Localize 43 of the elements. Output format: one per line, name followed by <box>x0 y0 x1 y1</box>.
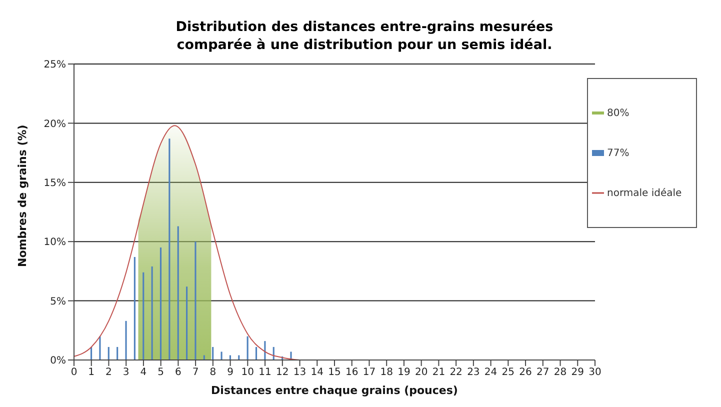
x-tick-label: 15 <box>328 367 341 378</box>
x-tick-label: 12 <box>276 367 289 378</box>
x-tick-label: 16 <box>346 367 358 378</box>
x-tick-label: 21 <box>432 367 446 378</box>
legend-label: 77% <box>607 148 630 158</box>
legend-label: normale idéale <box>607 188 682 198</box>
x-tick-label: 17 <box>362 367 376 378</box>
x-tick-label: 1 <box>88 367 95 378</box>
y-tick-label: 20% <box>44 118 66 130</box>
x-tick-label: 20 <box>414 367 428 378</box>
x-tick-label: 6 <box>175 367 182 378</box>
x-tick-label: 5 <box>158 367 164 378</box>
x-axis-title: Distances entre chaque grains (pouces) <box>211 384 458 397</box>
chart-title: Distribution des distances entre-grains mesurées comparée à une distribution pour un semis idéal. <box>174 18 554 55</box>
x-tick-label: 19 <box>398 367 410 378</box>
x-tick-label: 10 <box>241 367 254 378</box>
y-tick-label: 25% <box>44 60 66 71</box>
x-tick-label: 11 <box>258 367 272 378</box>
x-tick-label: 28 <box>554 367 567 378</box>
x-tick-label: 27 <box>536 367 550 378</box>
x-tick-label: 30 <box>588 367 602 378</box>
x-tick-label: 7 <box>192 367 199 378</box>
x-tick-label: 25 <box>502 367 515 378</box>
x-tick-label: 23 <box>467 367 480 378</box>
x-tick-label: 4 <box>140 367 147 378</box>
x-tick-label: 9 <box>227 367 234 378</box>
x-tick-label: 13 <box>293 367 306 378</box>
y-tick-label: 10% <box>44 237 66 248</box>
y-axis-title: Nombres de grains (%) <box>16 124 29 267</box>
x-tick-label: 0 <box>70 367 78 378</box>
x-tick-label: 24 <box>484 367 498 378</box>
x-tick-label: 26 <box>519 367 532 378</box>
x-tick-label: 22 <box>450 367 462 378</box>
x-tick-label: 18 <box>380 367 393 378</box>
x-tick-label: 29 <box>571 367 584 378</box>
x-tick-label: 14 <box>310 367 324 378</box>
x-tick-label: 2 <box>106 367 112 378</box>
legend-label: 80% <box>607 108 630 118</box>
y-tick-label: 5% <box>50 296 66 308</box>
x-tick-label: 3 <box>122 367 130 378</box>
x-tick-label: 8 <box>210 367 216 378</box>
y-tick-label: 0% <box>50 356 66 367</box>
y-tick-label: 15% <box>44 178 66 189</box>
